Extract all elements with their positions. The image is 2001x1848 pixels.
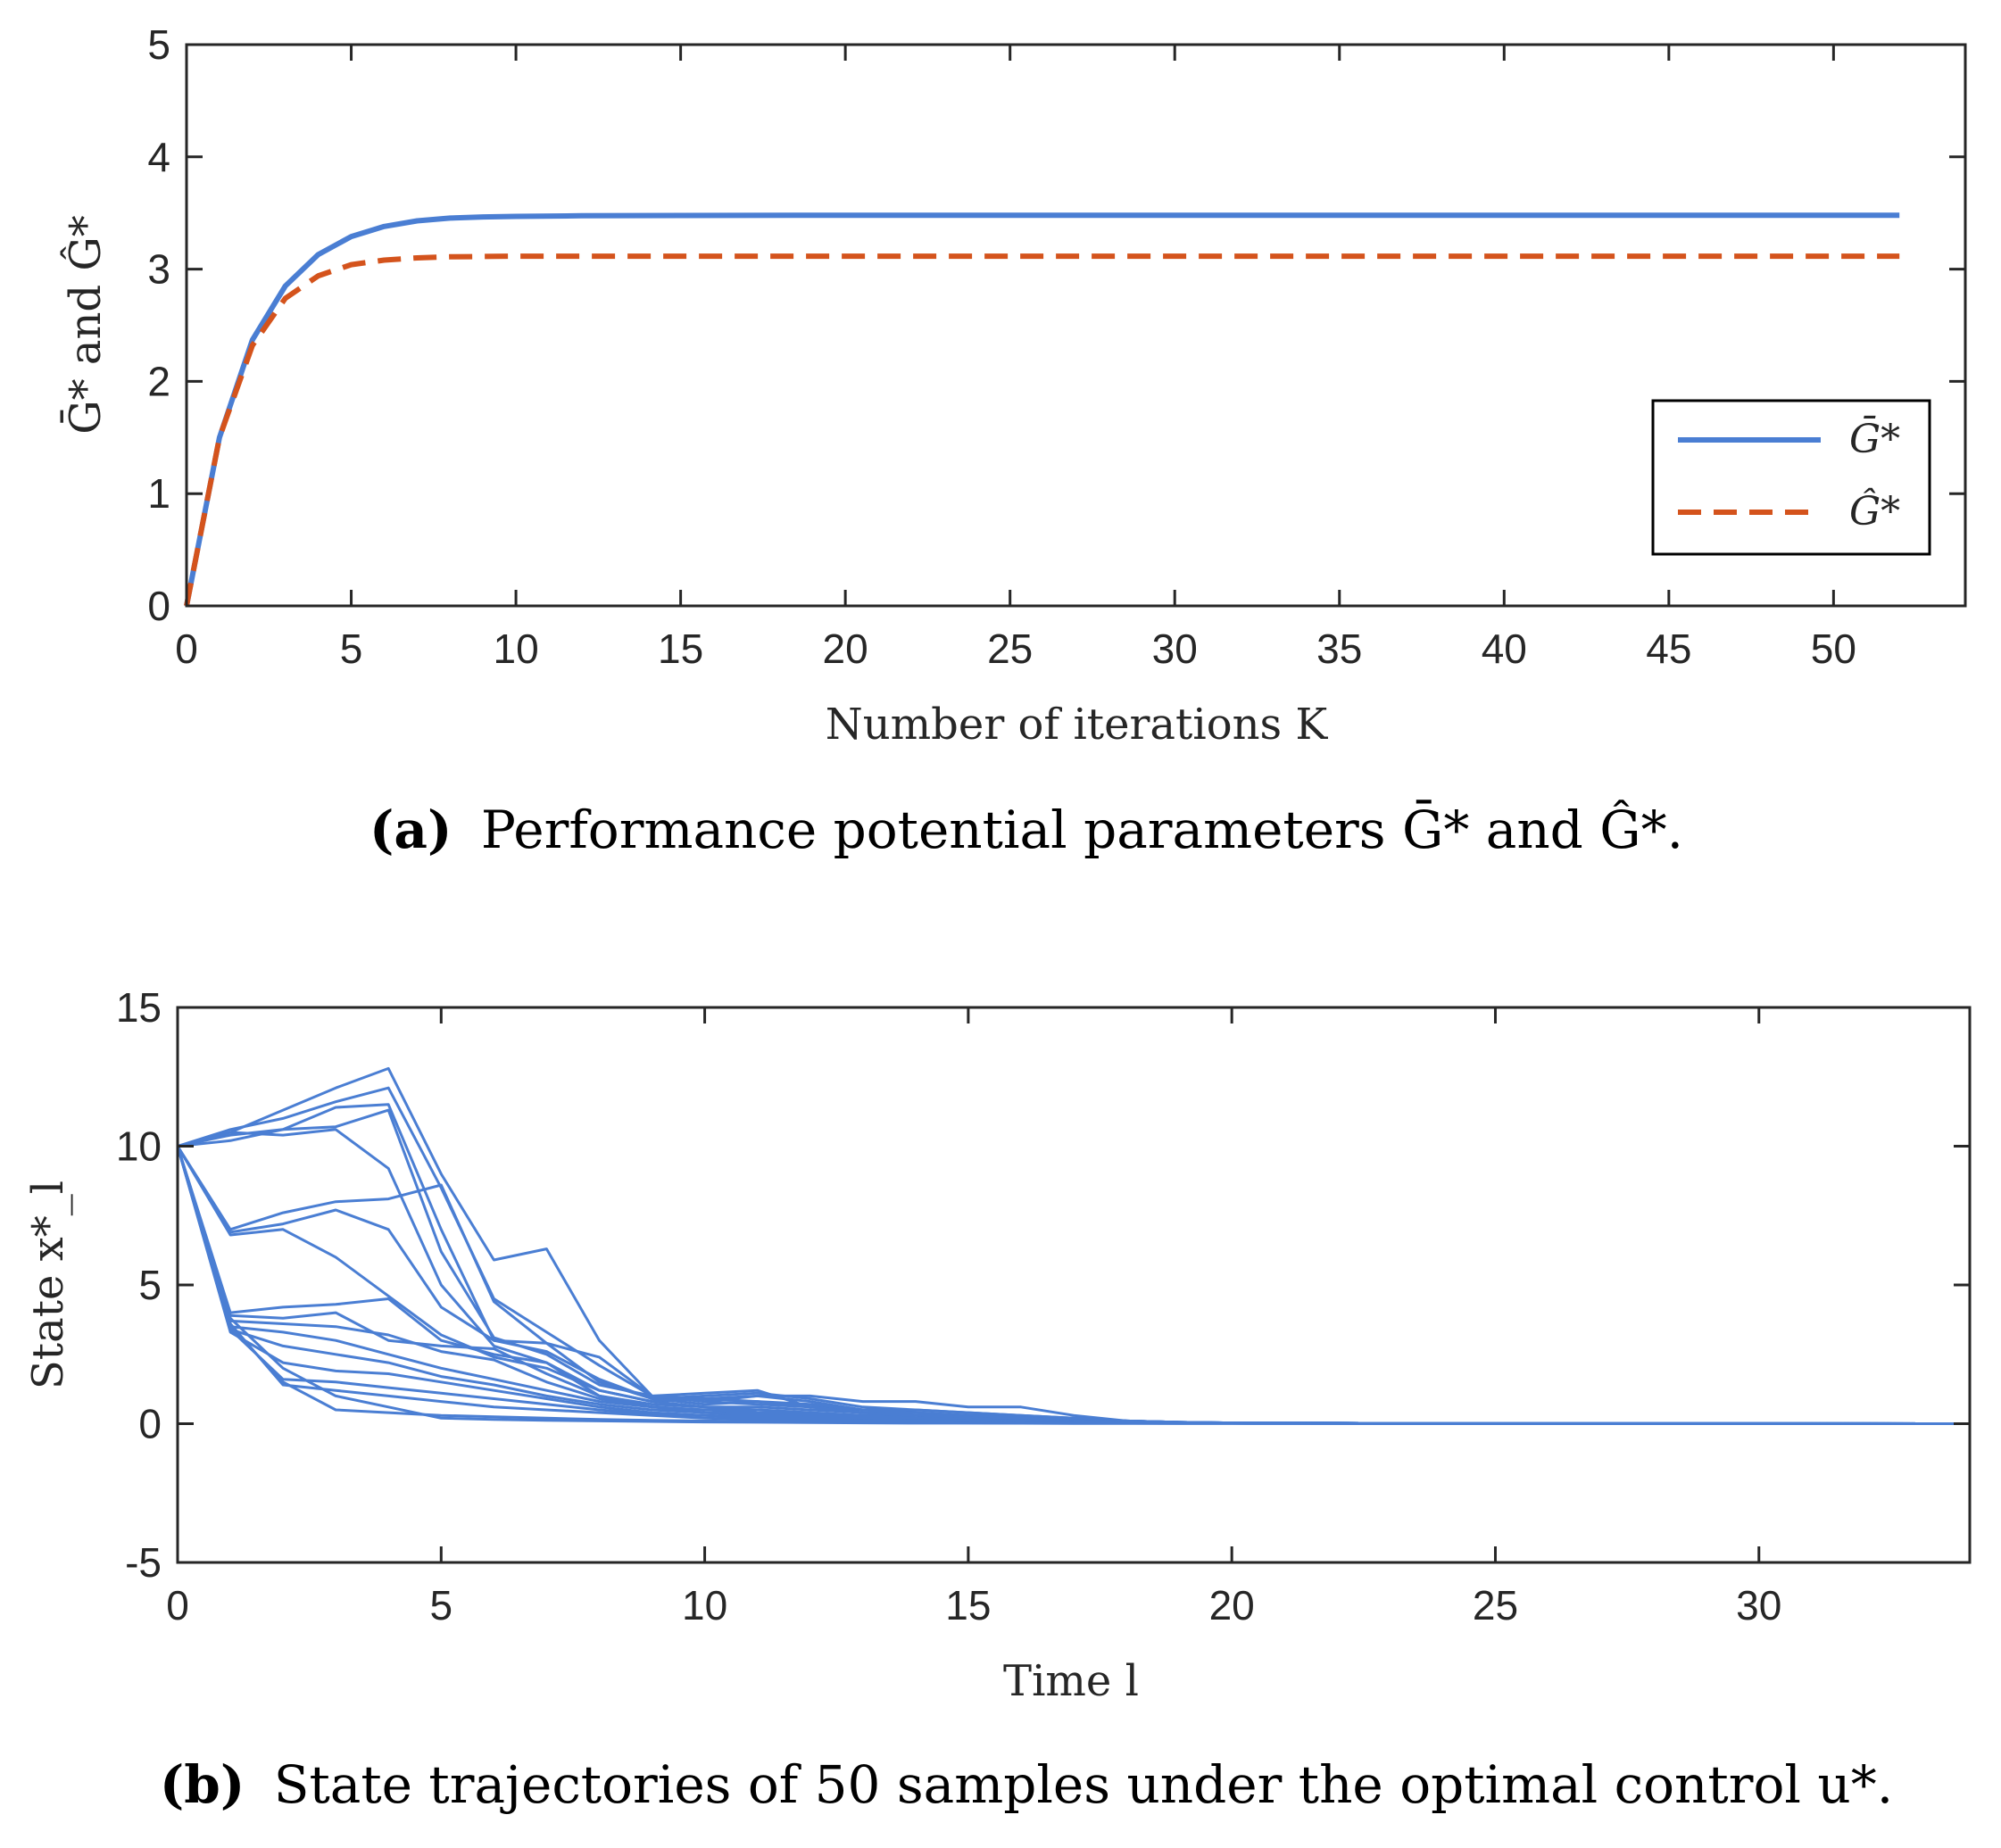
panel-a-caption: (a) Performance potential parameters Ḡ* … (369, 800, 1683, 860)
panel-a-xtick-label: 30 (1152, 626, 1198, 672)
panel-b-xlabel: Time l (1003, 1656, 1139, 1706)
panel-a-xtick-label: 15 (658, 626, 703, 672)
panel-a-xtick-label: 40 (1482, 626, 1527, 672)
panel-b-axes-box (176, 1006, 1972, 1564)
panel-a-xtick-label: 45 (1646, 626, 1691, 672)
panel-b-ytick-label: 10 (116, 1123, 162, 1170)
panel-a-ytick-label: 5 (147, 21, 170, 68)
panel-b-ylabel: State x*_l (23, 1181, 73, 1389)
panel-b-ytick-label: -5 (125, 1539, 162, 1586)
panel-b-xtick-label: 15 (945, 1582, 991, 1628)
panel-a-xtick-label: 25 (987, 626, 1033, 672)
panel-b-caption-text: State trajectories of 50 samples under t… (274, 1754, 1893, 1815)
panel-b-xtick-label: 0 (166, 1582, 189, 1628)
trajectory-line-14 (176, 1146, 1971, 1425)
panel-a-xtick-label: 0 (175, 626, 198, 672)
panel-a-xtick-label: 20 (823, 626, 868, 672)
panel-b-xtick-label: 25 (1473, 1582, 1518, 1628)
panel-a-xtick-label: 5 (340, 626, 363, 672)
panel-b-xtick-label: 5 (429, 1582, 453, 1628)
panel-a-axes-box (185, 43, 1967, 608)
panel-a-caption-text: Performance potential parameters Ḡ* and … (481, 800, 1683, 860)
panel-a-ytick-label: 0 (147, 583, 170, 629)
panel-b-xtick-label: 10 (682, 1582, 727, 1628)
series-line-gbar (184, 212, 1900, 607)
panel-a-caption-letter: (a) (369, 800, 452, 860)
legend-box (1651, 399, 1931, 556)
panel-a-xtick-label: 10 (493, 626, 538, 672)
panel-b-xtick-label: 20 (1209, 1582, 1255, 1628)
panel-a-ylabel: Ḡ* and Ĝ* (59, 215, 111, 434)
panel-a-xtick-label: 50 (1811, 626, 1856, 672)
panel-b-ytick-label: 5 (138, 1262, 162, 1308)
panel-b-xtick-label: 30 (1736, 1582, 1781, 1628)
panel-a-legend: Ḡ* Ĝ* (1651, 399, 1931, 556)
series-line-ghat (184, 253, 1900, 607)
legend-label-ghat: Ĝ* (1849, 487, 1900, 535)
panel-b-series (176, 1066, 1971, 1425)
panel-b-ytick-label: 0 (138, 1401, 162, 1447)
trajectory-line-5 (177, 1128, 1971, 1425)
panel-b-caption: (b) State trajectories of 50 samples und… (160, 1754, 1893, 1815)
panel-b-ytick-label: 15 (116, 984, 162, 1031)
trajectory-line-2 (177, 1086, 1971, 1425)
panel-a-ytick-label: 1 (147, 470, 170, 517)
panel-a-ytick-label: 3 (147, 246, 170, 293)
panel-b-caption-letter: (b) (160, 1754, 245, 1815)
panel-a-series (184, 212, 1900, 607)
panel-a-xlabel: Number of iterations K (826, 700, 1329, 750)
trajectory-line-3 (177, 1103, 1971, 1425)
panel-a-xtick-label: 35 (1316, 626, 1362, 672)
panel-a-ytick-label: 4 (147, 134, 170, 180)
trajectory-line-18 (176, 1146, 1971, 1425)
panel-a-ytick-label: 2 (147, 358, 170, 404)
legend-label-gbar: Ḡ* (1849, 415, 1900, 462)
